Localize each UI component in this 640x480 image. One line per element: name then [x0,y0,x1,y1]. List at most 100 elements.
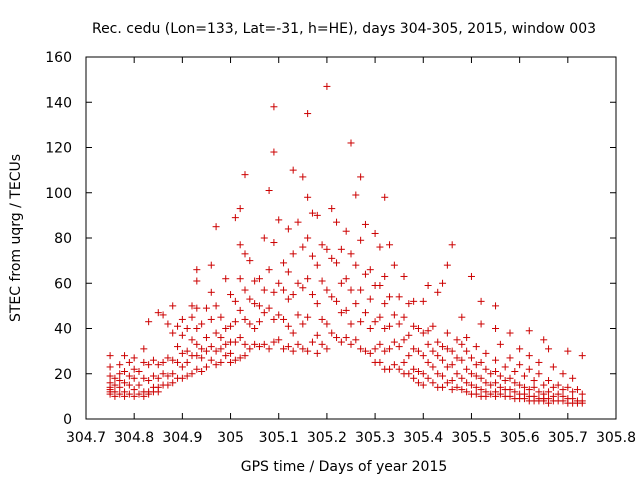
data-point [323,286,331,294]
data-point [540,397,548,405]
data-point [198,345,206,353]
data-point [193,277,201,285]
data-point [140,345,148,353]
data-point [463,334,471,342]
data-point [299,345,307,353]
data-point [313,211,321,219]
data-point [482,392,490,400]
data-point [395,293,403,301]
x-tick-label: 305.7 [548,430,588,446]
data-point [246,257,254,265]
data-point [366,325,374,332]
data-point [193,365,201,373]
data-point [304,110,312,118]
data-point [410,374,418,382]
data-point [410,345,418,353]
data-point [337,338,345,346]
data-point [284,295,292,303]
data-point [410,365,418,373]
data-point [511,379,519,387]
data-point [559,386,567,394]
data-point [222,340,230,348]
data-point [246,345,254,353]
data-point [299,284,307,292]
data-point [342,306,350,314]
data-point [231,214,239,222]
data-point [116,370,124,378]
data-point [463,379,471,387]
data-point [506,386,514,394]
data-point [265,266,273,274]
data-point [313,261,321,269]
x-tick-label: 305.6 [500,430,540,446]
data-point [116,361,124,369]
data-point [506,329,514,337]
data-point [419,370,427,378]
data-point [217,345,225,353]
data-point [434,338,442,346]
data-point [145,390,153,398]
data-point [246,320,254,328]
data-point [578,352,586,360]
data-point [357,236,365,244]
data-point [280,345,288,353]
data-point [357,173,365,181]
data-point [496,340,504,348]
y-tick-label: 100 [45,186,72,202]
data-point [154,309,162,317]
data-point [414,379,422,387]
data-point [116,390,124,398]
data-point [308,291,316,299]
data-point [183,347,191,355]
data-point [525,365,533,373]
data-point [202,304,210,312]
data-point [496,383,504,391]
data-point [453,370,461,378]
data-point [202,347,210,355]
data-point [429,347,437,355]
data-point [337,279,345,287]
data-point [414,367,422,375]
data-point [294,218,302,226]
data-point [159,358,167,366]
data-point [347,139,355,147]
data-point [183,372,191,380]
x-tick-label: 304.9 [162,430,202,446]
data-point [472,343,480,351]
data-point [188,336,196,344]
data-point [530,377,538,385]
data-point [323,345,331,353]
data-point [174,322,182,330]
data-point [308,209,316,217]
data-point [294,311,302,319]
data-point [492,325,500,332]
plot-frame [85,56,617,420]
data-point [145,361,153,369]
data-point [255,302,263,310]
data-point [169,379,177,387]
data-point [342,275,350,283]
data-point [424,340,432,348]
data-point [255,275,263,283]
data-point [125,390,133,398]
data-point [222,352,230,360]
x-tick-label: 304.7 [66,430,106,446]
data-point [265,186,273,194]
data-point [467,381,475,389]
data-point [381,272,389,280]
data-point [106,390,114,398]
data-point [492,379,500,387]
data-point [434,352,442,360]
data-point [241,352,249,360]
data-point [222,325,230,332]
data-point [193,266,201,274]
data-point [212,302,220,310]
data-point [376,358,384,366]
data-point [506,354,514,362]
data-point [125,372,133,380]
data-point [323,320,331,328]
data-point [352,261,360,269]
data-point [231,356,239,364]
data-point [564,383,572,391]
data-point [304,234,312,242]
